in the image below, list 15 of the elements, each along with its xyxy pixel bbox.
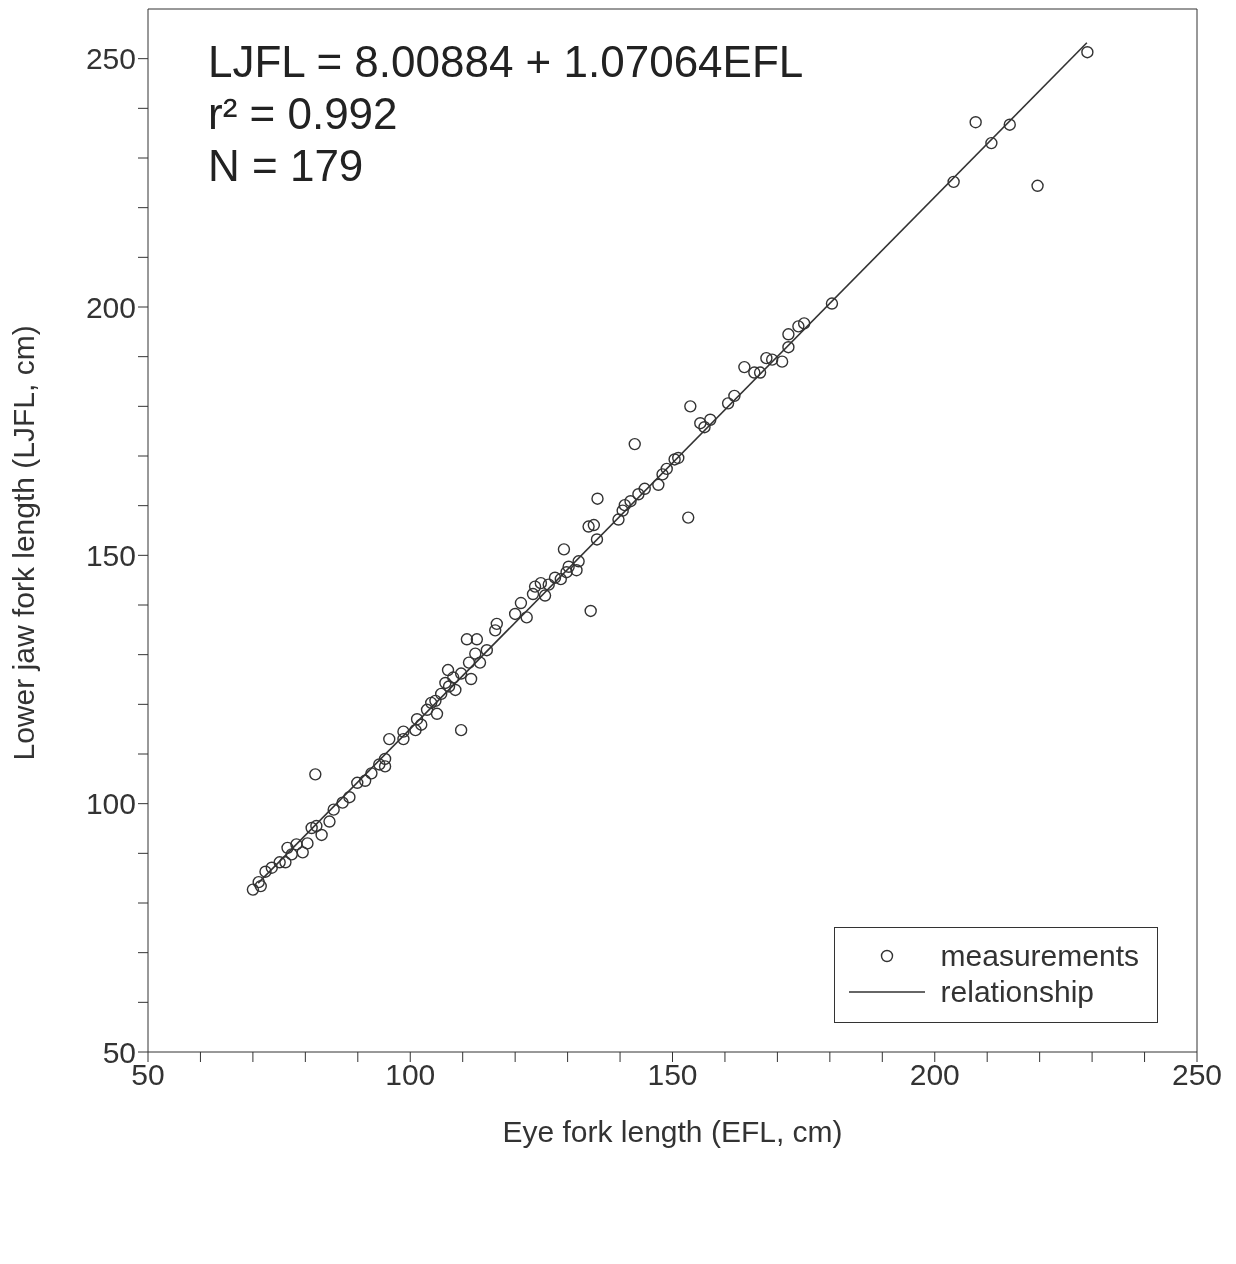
annotation: LJFL = 8.00884 + 1.07064EFL [208,36,804,88]
x-tick-label: 100 [385,1058,436,1092]
annotation: N = 179 [208,140,365,192]
y-tick-label: 250 [85,42,136,76]
y-tick-label: 100 [85,787,136,821]
x-tick-label: 200 [909,1058,960,1092]
x-tick-label: 150 [647,1058,698,1092]
x-tick-label: 250 [1171,1058,1223,1092]
legend-label: relationship [940,974,1095,1010]
annotation: r² = 0.992 [208,88,399,140]
y-axis-title: Lower jaw fork length (LJFL, cm) [6,325,40,761]
y-tick-label: 150 [85,538,136,572]
legend-label: measurements [940,938,1139,974]
x-axis-title: Eye fork length (EFL, cm) [502,1115,843,1148]
y-tick-label: 200 [85,290,136,324]
